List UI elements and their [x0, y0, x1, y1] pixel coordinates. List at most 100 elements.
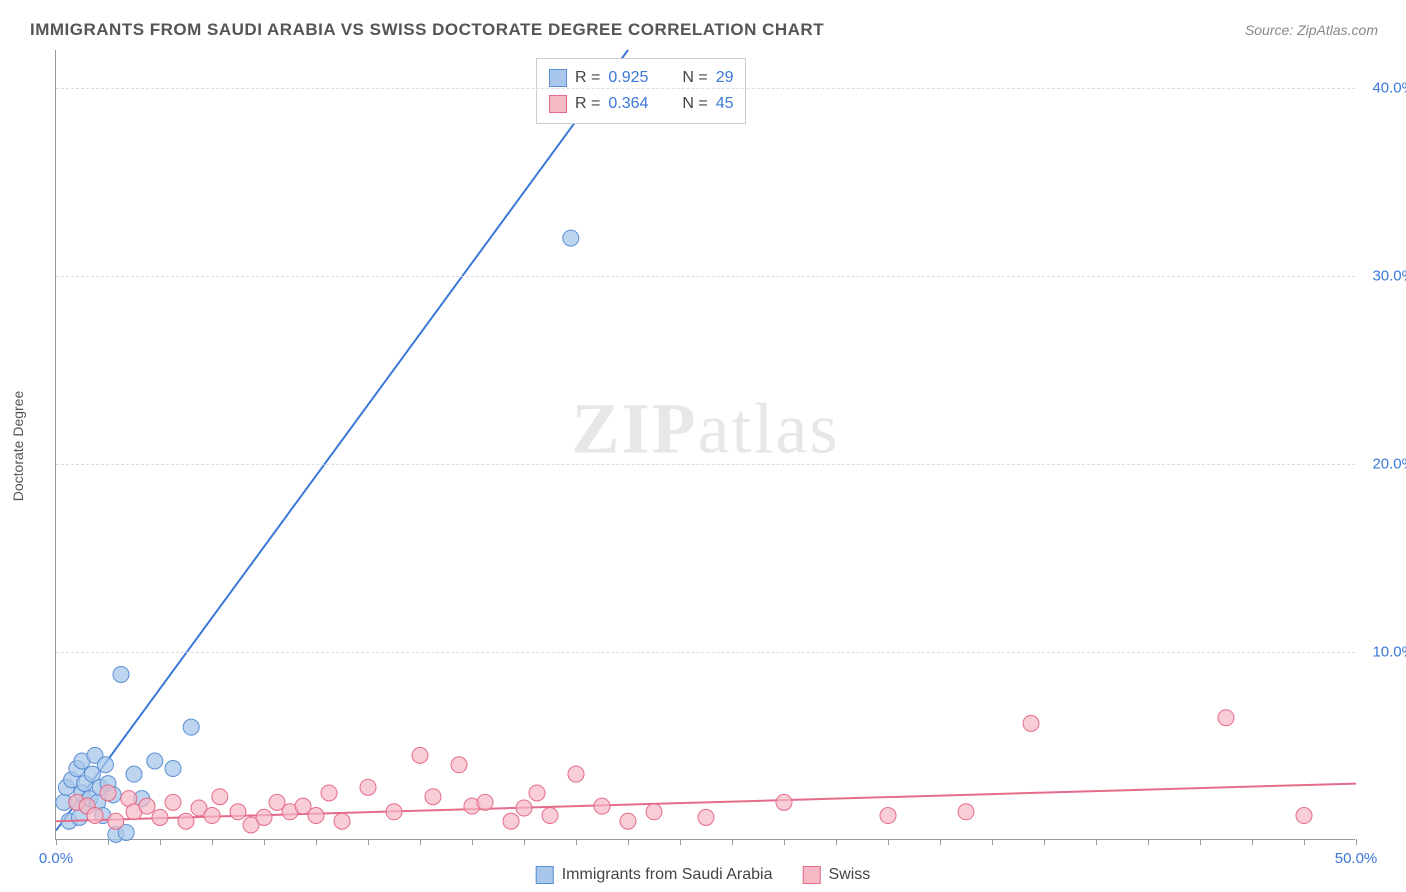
x-tick [1148, 839, 1149, 845]
legend-label: Immigrants from Saudi Arabia [562, 866, 773, 884]
x-tick-label: 0.0% [39, 850, 73, 867]
x-tick [992, 839, 993, 845]
gridline [56, 464, 1355, 465]
x-tick [836, 839, 837, 845]
x-tick [524, 839, 525, 845]
series-swatch [536, 866, 554, 884]
gridline [56, 652, 1355, 653]
data-point [958, 804, 974, 820]
data-point [334, 813, 350, 829]
x-tick [368, 839, 369, 845]
x-tick [160, 839, 161, 845]
data-point [386, 804, 402, 820]
x-tick [56, 839, 57, 845]
x-tick [316, 839, 317, 845]
scatter-plot: ZIPatlas R =0.925N =29R =0.364N =45 10.0… [55, 50, 1355, 840]
gridline [56, 276, 1355, 277]
n-value: 29 [716, 69, 734, 87]
data-point [152, 809, 168, 825]
n-value: 45 [716, 95, 734, 113]
legend-label: Swiss [828, 866, 870, 884]
x-tick [1252, 839, 1253, 845]
y-tick-label: 30.0% [1372, 267, 1406, 284]
data-point [308, 808, 324, 824]
data-point [230, 804, 246, 820]
x-tick [732, 839, 733, 845]
data-point [529, 785, 545, 801]
x-tick [784, 839, 785, 845]
chart-title: IMMIGRANTS FROM SAUDI ARABIA VS SWISS DO… [30, 20, 824, 40]
y-tick-label: 40.0% [1372, 79, 1406, 96]
plot-svg [56, 50, 1356, 840]
data-point [542, 808, 558, 824]
data-point [516, 800, 532, 816]
data-point [100, 785, 116, 801]
x-tick [264, 839, 265, 845]
data-point [568, 766, 584, 782]
gridline [56, 88, 1355, 89]
data-point [1296, 808, 1312, 824]
series-swatch [549, 95, 567, 113]
data-point [1023, 715, 1039, 731]
series-legend: Immigrants from Saudi Arabia Swiss [536, 866, 871, 884]
data-point [165, 761, 181, 777]
x-tick [108, 839, 109, 845]
data-point [113, 666, 129, 682]
x-tick [1096, 839, 1097, 845]
data-point [776, 794, 792, 810]
series-swatch [549, 69, 567, 87]
data-point [183, 719, 199, 735]
data-point [360, 779, 376, 795]
x-tick [680, 839, 681, 845]
x-tick [472, 839, 473, 845]
data-point [620, 813, 636, 829]
data-point [204, 808, 220, 824]
y-tick-label: 20.0% [1372, 455, 1406, 472]
x-tick [212, 839, 213, 845]
data-point [126, 766, 142, 782]
data-point [698, 809, 714, 825]
source-attribution: Source: ZipAtlas.com [1245, 22, 1378, 38]
y-tick-label: 10.0% [1372, 643, 1406, 660]
data-point [139, 798, 155, 814]
legend-item: Swiss [802, 866, 870, 884]
x-tick [1356, 839, 1357, 845]
x-tick [628, 839, 629, 845]
x-tick [576, 839, 577, 845]
n-label: N = [682, 95, 707, 113]
trend-line [56, 50, 628, 831]
y-axis-title: Doctorate Degree [10, 391, 26, 502]
data-point [412, 747, 428, 763]
n-label: N = [682, 69, 707, 87]
r-value: 0.925 [608, 69, 664, 87]
data-point [425, 789, 441, 805]
data-point [147, 753, 163, 769]
data-point [1218, 710, 1234, 726]
data-point [256, 809, 272, 825]
legend-item: Immigrants from Saudi Arabia [536, 866, 773, 884]
r-label: R = [575, 95, 600, 113]
data-point [321, 785, 337, 801]
x-tick [420, 839, 421, 845]
series-swatch [802, 866, 820, 884]
x-tick [940, 839, 941, 845]
r-label: R = [575, 69, 600, 87]
data-point [880, 808, 896, 824]
data-point [477, 794, 493, 810]
data-point [451, 757, 467, 773]
x-tick [1200, 839, 1201, 845]
correlation-stats-box: R = 0.925 N = 29 R = 0.364 N = 45 [536, 58, 746, 124]
data-point [108, 813, 124, 829]
data-point [503, 813, 519, 829]
data-point [165, 794, 181, 810]
stats-row: R = 0.364 N = 45 [549, 91, 733, 117]
x-tick [1044, 839, 1045, 845]
r-value: 0.364 [608, 95, 664, 113]
data-point [87, 808, 103, 824]
data-point [97, 757, 113, 773]
x-tick [1304, 839, 1305, 845]
x-tick-label: 50.0% [1335, 850, 1378, 867]
data-point [594, 798, 610, 814]
x-tick [888, 839, 889, 845]
data-point [178, 813, 194, 829]
